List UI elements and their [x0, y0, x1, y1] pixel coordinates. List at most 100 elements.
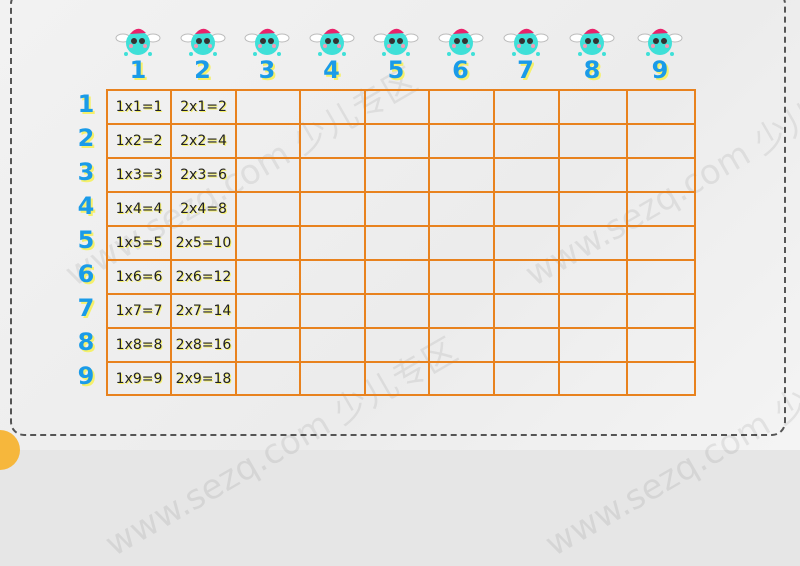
table-cell [364, 191, 430, 227]
table-cell [364, 123, 430, 159]
table-cell: 2x4=8 [170, 191, 237, 227]
table-cell [558, 327, 628, 363]
table-cell [364, 89, 430, 125]
row-label: 4 [77, 192, 95, 220]
table-cell [558, 157, 628, 193]
table-cell [235, 361, 301, 396]
table-cell [428, 89, 495, 125]
table-cell [364, 259, 430, 295]
table-cell [299, 327, 366, 363]
table-cell: 2x8=16 [170, 327, 237, 363]
table-cell [299, 225, 366, 261]
table-cell: 1x1=1 [106, 89, 172, 125]
table-cell [626, 293, 696, 329]
table-cell [626, 123, 696, 159]
creature-icon [637, 24, 683, 58]
column-label: 4 [323, 56, 340, 84]
table-cell [428, 191, 495, 227]
dashed-border [10, 0, 786, 436]
table-cell [235, 293, 301, 329]
table-cell [558, 293, 628, 329]
column-label: 7 [517, 56, 534, 84]
column-label: 1 [129, 56, 147, 84]
table-cell [626, 89, 696, 125]
column-label: 9 [651, 56, 669, 84]
table-cell: 2x3=6 [170, 157, 237, 193]
table-cell [493, 225, 560, 261]
table-row: 1x9=9 2x9=18 [106, 361, 696, 396]
creature-icon [115, 24, 161, 58]
table-cell [428, 225, 495, 261]
creature-icon [503, 24, 549, 58]
multiplication-table: 1x1=1 2x1=2 1x2=2 2x2=4 1x3=3 2x3=6 1x4=4 2x4=8… [106, 89, 696, 396]
table-cell [299, 361, 366, 396]
table-cell [558, 89, 628, 125]
column-label: 5 [387, 56, 405, 84]
row-label: 6 [77, 260, 95, 288]
table-cell: 1x5=5 [106, 225, 172, 261]
table-cell [299, 293, 366, 329]
corner-decoration [0, 430, 20, 470]
table-row: 1x5=5 2x5=10 [106, 225, 696, 261]
row-label: 2 [77, 124, 95, 152]
table-cell [235, 157, 301, 193]
table-cell: 1x6=6 [106, 259, 172, 295]
table-cell [493, 89, 560, 125]
table-cell: 1x8=8 [106, 327, 172, 363]
table-cell [626, 191, 696, 227]
table-cell: 2x6=12 [170, 259, 237, 295]
table-cell [428, 123, 495, 159]
creature-icon [373, 24, 419, 58]
table-cell: 2x7=14 [170, 293, 237, 329]
table-cell: 2x9=18 [170, 361, 237, 396]
table-cell [428, 361, 495, 396]
table-cell [235, 225, 301, 261]
row-label: 1 [77, 90, 95, 118]
table-cell [493, 191, 560, 227]
table-cell: 2x1=2 [170, 89, 237, 125]
creature-icon [244, 24, 290, 58]
creature-icon [438, 24, 484, 58]
table-row: 1x4=4 2x4=8 [106, 191, 696, 227]
column-label: 6 [452, 56, 469, 84]
creature-icon [569, 24, 615, 58]
table-row: 1x7=7 2x7=14 [106, 293, 696, 329]
table-cell [299, 89, 366, 125]
table-cell [235, 191, 301, 227]
table-cell [428, 259, 495, 295]
row-label: 8 [77, 328, 95, 356]
table-cell [428, 327, 495, 363]
table-cell [493, 123, 560, 159]
table-row: 1x3=3 2x3=6 [106, 157, 696, 193]
creature-icon [180, 24, 226, 58]
table-cell [299, 123, 366, 159]
table-cell [558, 225, 628, 261]
table-cell: 1x7=7 [106, 293, 172, 329]
table-cell [235, 327, 301, 363]
row-label: 3 [77, 158, 95, 186]
table-cell [428, 293, 495, 329]
table-cell [626, 361, 696, 396]
table-cell [493, 327, 560, 363]
table-cell [626, 157, 696, 193]
table-cell [558, 259, 628, 295]
table-cell [493, 361, 560, 396]
table-cell [428, 157, 495, 193]
table-cell [364, 361, 430, 396]
row-label: 5 [77, 226, 95, 254]
table-row: 1x2=2 2x2=4 [106, 123, 696, 159]
table-cell [558, 361, 628, 396]
table-cell [558, 191, 628, 227]
table-cell [364, 293, 430, 329]
table-row: 1x6=6 2x6=12 [106, 259, 696, 295]
table-cell [626, 327, 696, 363]
table-cell: 1x3=3 [106, 157, 172, 193]
row-label: 7 [77, 294, 95, 322]
column-label: 3 [258, 56, 276, 84]
table-cell: 1x2=2 [106, 123, 172, 159]
table-cell [493, 293, 560, 329]
table-cell: 2x2=4 [170, 123, 237, 159]
table-row: 1x1=1 2x1=2 [106, 89, 696, 125]
table-cell: 1x9=9 [106, 361, 172, 396]
creature-icon [309, 24, 355, 58]
